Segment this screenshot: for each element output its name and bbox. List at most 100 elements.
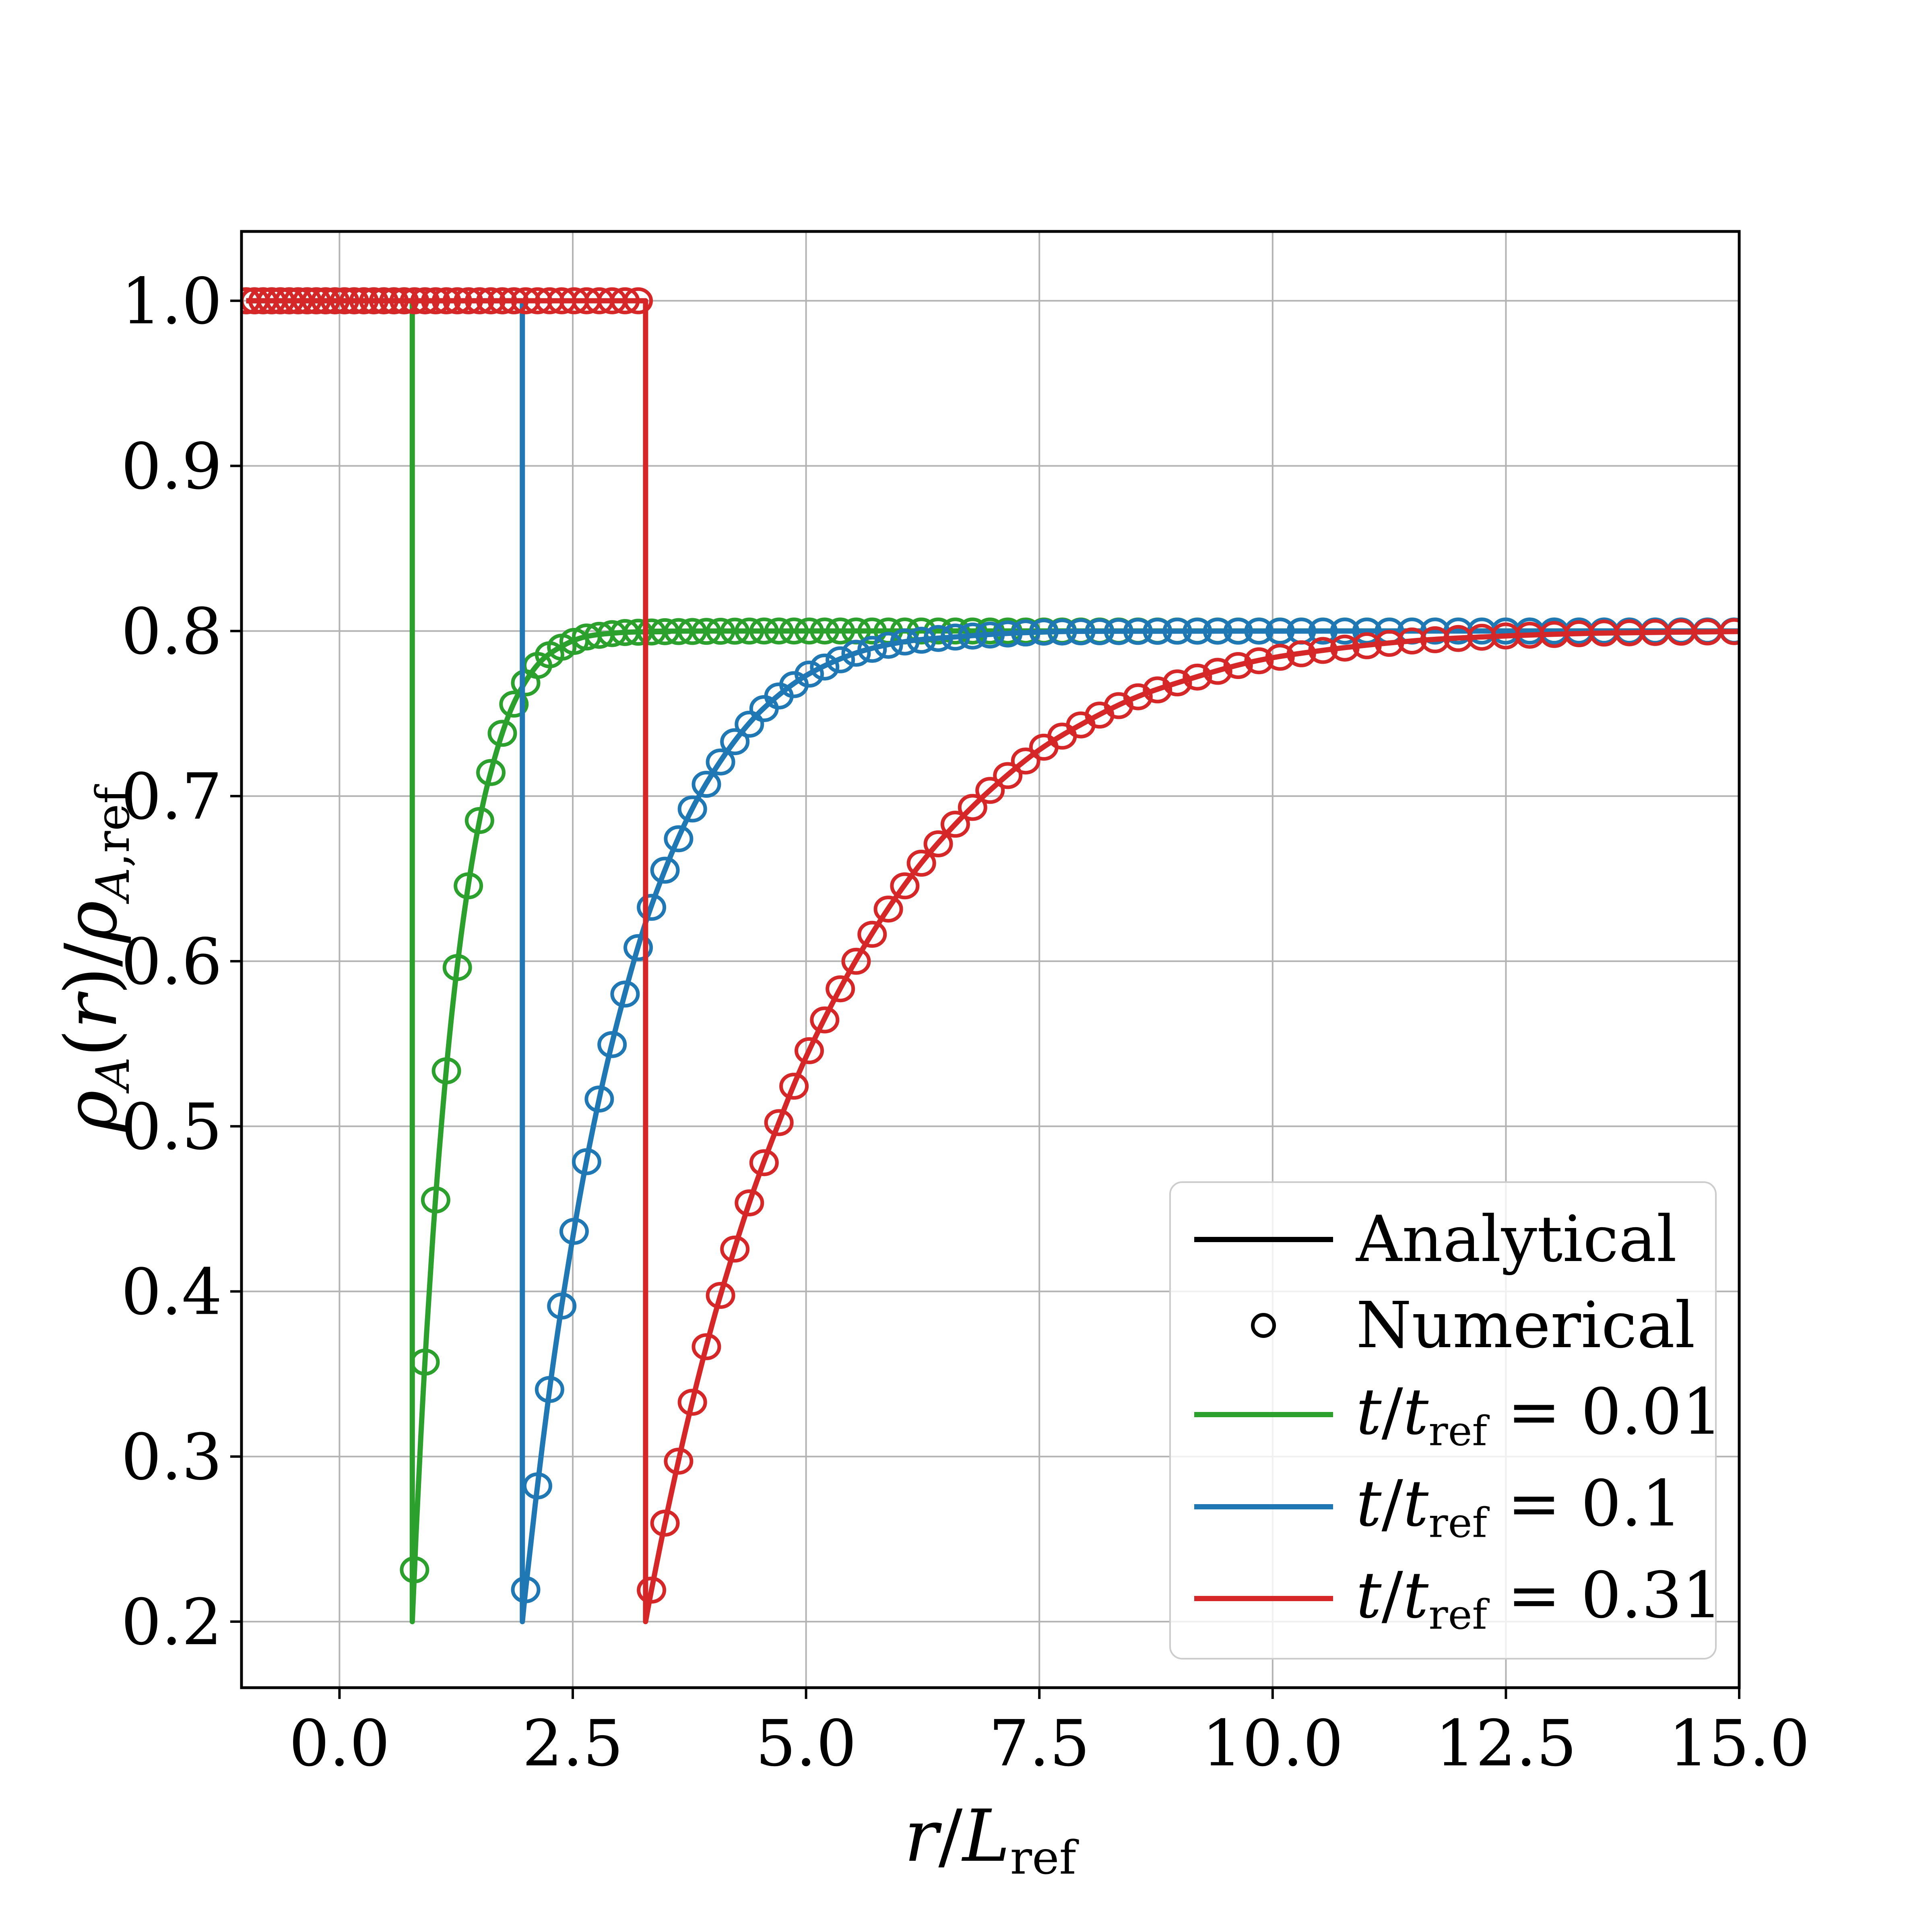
label-part: ρ: [50, 900, 133, 943]
numerical-marker: [890, 628, 920, 656]
numerical-marker: [442, 287, 472, 314]
numerical-marker: [476, 759, 506, 786]
numerical-marker: [993, 762, 1023, 789]
numerical-marker: [841, 947, 871, 975]
label-part: ref: [1428, 1591, 1487, 1639]
legend-item-t01: t/tref = 0.1: [1171, 1467, 1715, 1546]
numerical-marker: [535, 1376, 564, 1403]
numerical-marker: [720, 617, 750, 645]
numerical-marker: [1011, 747, 1040, 775]
legend-label-analytical: Analytical: [1356, 1202, 1677, 1277]
numerical-marker: [301, 287, 331, 314]
y-tick-label: 0.6: [121, 925, 222, 999]
numerical-marker: [1330, 617, 1360, 645]
analytical-line-icon: [1171, 1236, 1356, 1242]
numerical-marker: [749, 1149, 779, 1177]
label-part: /: [938, 1794, 963, 1878]
numerical-marker: [1223, 617, 1253, 645]
numerical-marker: [857, 921, 887, 948]
y-axis-label: ρA(r)/ρA,ref: [50, 787, 140, 1132]
numerical-marker: [487, 287, 517, 314]
green-line-icon: [1171, 1412, 1356, 1418]
numerical-marker: [1420, 626, 1450, 653]
numerical-marker: [1719, 618, 1739, 645]
numerical-marker: [779, 617, 809, 645]
legend-item-analytical: Analytical: [1171, 1202, 1715, 1276]
numerical-marker: [454, 287, 483, 314]
blue-line-icon: [1171, 1504, 1356, 1509]
label-part: = 0.31: [1487, 1558, 1723, 1633]
numerical-marker: [464, 287, 494, 314]
y-tick-label: 0.4: [121, 1255, 222, 1329]
legend-item-t031: t/tref = 0.31: [1171, 1558, 1722, 1639]
x-tick-label: 0.0: [289, 1707, 390, 1781]
numerical-marker: [1265, 644, 1295, 671]
numerical-marker: [1244, 647, 1274, 675]
numerical-marker: [1352, 632, 1382, 659]
label-part: r: [904, 1794, 939, 1878]
numerical-marker: [349, 287, 379, 314]
numerical-marker: [389, 287, 419, 314]
numerical-marker: [1123, 618, 1153, 645]
numerical-marker: [1223, 652, 1253, 679]
numerical-marker: [810, 617, 840, 645]
numerical-marker: [826, 617, 855, 645]
label-part: = 0.01: [1487, 1375, 1723, 1449]
numerical-marker: [923, 625, 953, 652]
numerical-marker: [764, 1109, 794, 1136]
legend-label-t001: t/tref = 0.01: [1356, 1375, 1722, 1455]
numerical-marker: [940, 623, 970, 651]
numerical-marker: [923, 617, 953, 645]
numerical-marker: [442, 954, 472, 981]
numerical-marker: [857, 617, 887, 645]
x-tick-label: 12.5: [1435, 1707, 1577, 1781]
label-part: A: [86, 1057, 140, 1090]
series-2: [242, 287, 1774, 1624]
numerical-marker: [610, 980, 640, 1008]
series-line-1: [246, 298, 1739, 1624]
numerical-marker: [572, 1148, 601, 1175]
numerical-marker: [923, 830, 953, 857]
red-line-icon: [1171, 1596, 1356, 1602]
numerical-marker: [906, 627, 936, 654]
numerical-marker: [1467, 623, 1496, 651]
numerical-marker: [476, 287, 506, 314]
x-tick-label: 15.0: [1668, 1707, 1810, 1781]
numerical-marker: [795, 1037, 824, 1064]
numerical-marker: [339, 287, 369, 314]
numerical-marker: [1203, 658, 1232, 685]
label-part: ref: [1428, 1407, 1487, 1455]
numerical-marker: [421, 287, 450, 314]
label-part: (: [50, 1029, 133, 1057]
numerical-marker: [511, 287, 541, 314]
numerical-marker: [1183, 663, 1212, 691]
numerical-marker: [1748, 620, 1774, 643]
numerical-marker: [610, 287, 640, 314]
numerical-marker: [691, 1333, 721, 1360]
numerical-marker: [547, 1292, 577, 1320]
label-part: t: [1403, 1558, 1429, 1633]
numerical-marker: [906, 850, 936, 877]
y-tick-label: 0.3: [121, 1420, 222, 1494]
numerical-marker: [421, 1186, 450, 1214]
numerical-marker: [523, 1472, 552, 1500]
numerical-marker: [650, 857, 680, 884]
numerical-marker: [1375, 630, 1404, 657]
y-tick-label: 0.5: [121, 1090, 222, 1164]
y-tick-label: 0.7: [121, 760, 222, 834]
numerical-marker: [499, 287, 529, 314]
numerical-marker: [691, 771, 721, 798]
label-part: /: [1381, 1467, 1403, 1541]
label-part: t: [1403, 1467, 1429, 1541]
numerical-marker: [1011, 619, 1040, 647]
label-part: /: [50, 943, 133, 967]
numerical-marker: [369, 287, 398, 314]
numerical-marker: [1143, 618, 1172, 645]
numerical-marker: [1244, 617, 1274, 645]
numerical-marker: [1143, 676, 1172, 704]
numerical-marker: [720, 1235, 750, 1263]
numerical-marker: [1748, 619, 1774, 643]
numerical-marker: [795, 617, 824, 645]
label-part: t: [1356, 1375, 1382, 1449]
